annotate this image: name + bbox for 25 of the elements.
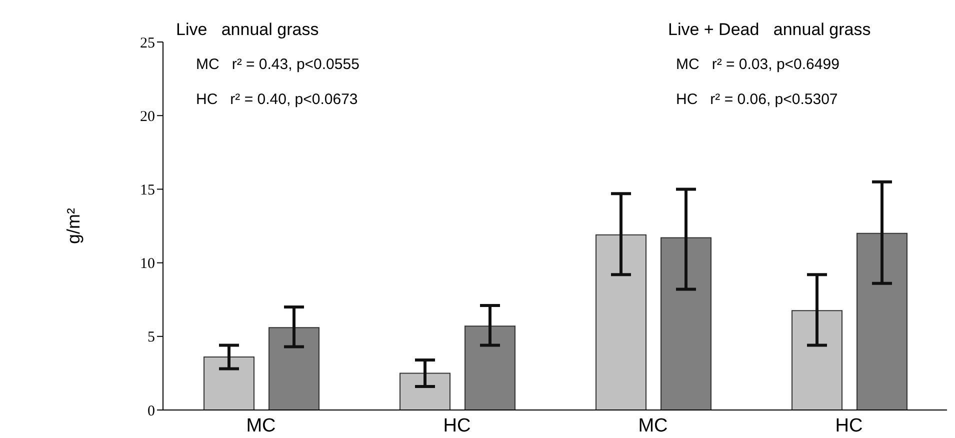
x-tick-label: HC	[443, 415, 471, 436]
y-tick-label: 15	[140, 182, 155, 199]
bar	[856, 232, 908, 410]
x-tick-label: MC	[638, 415, 668, 436]
y-tick-label: 0	[148, 403, 155, 420]
annotation: HC r² = 0.06, p<0.5307	[676, 91, 838, 108]
bar	[660, 237, 712, 410]
bar	[792, 310, 842, 410]
bar	[596, 234, 646, 410]
x-tick-label: HC	[835, 415, 863, 436]
annotation: HC r² = 0.40, p<0.0673	[196, 91, 358, 108]
y-axis-title: g/m²	[63, 208, 84, 244]
x-tick-label: MC	[246, 415, 276, 436]
annotation: MC r² = 0.43, p<0.0555	[196, 56, 360, 73]
bar	[464, 326, 516, 410]
y-tick-label: 20	[140, 108, 155, 125]
text: Live annual grass	[176, 20, 319, 40]
y-tick-label: 10	[140, 256, 155, 272]
bar	[268, 327, 320, 410]
bar	[204, 356, 254, 410]
annotation: MC r² = 0.03, p<0.6499	[676, 56, 840, 73]
text: Live + Dead annual grass	[668, 20, 871, 40]
bar	[400, 372, 450, 410]
y-tick-label: 5	[148, 330, 155, 346]
y-tick-label: 25	[140, 35, 155, 52]
